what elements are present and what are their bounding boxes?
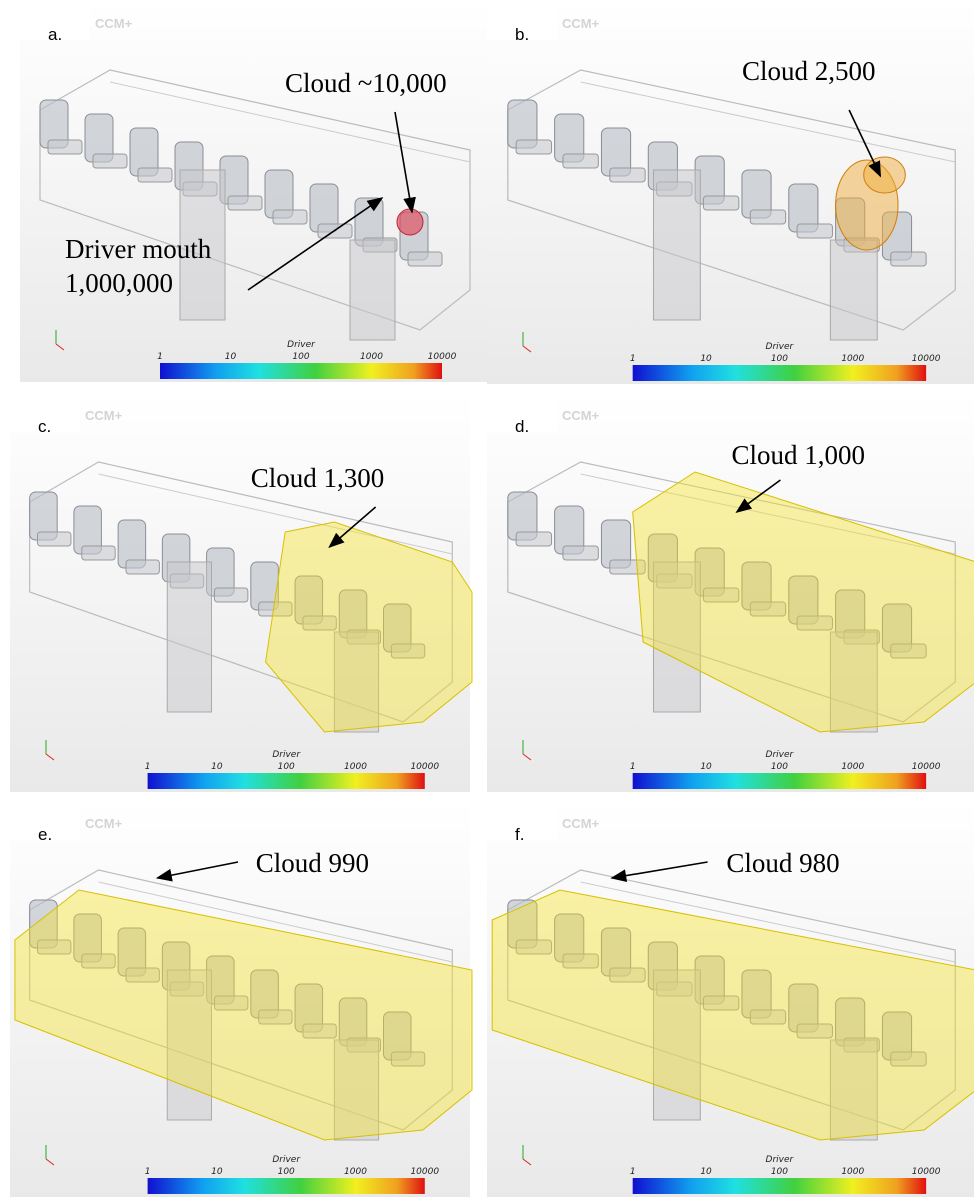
colorbar-tick-label: 1 xyxy=(157,352,163,362)
panel: e. CCM+ Cloud 990 Driver 1 10 100 1000 10000 xyxy=(10,800,472,1197)
panel: f. CCM+ Cloud 980 Driver 1 10 100 1000 10000 xyxy=(487,800,974,1197)
colorbar-tick-label: 10000 xyxy=(912,1167,941,1177)
colorbar-tick-label: 10 xyxy=(211,762,223,772)
colorbar-title: Driver xyxy=(287,340,316,350)
colorbar-tick-label: 1000 xyxy=(360,352,383,362)
partition xyxy=(350,240,395,340)
colorbar-tick-label: 100 xyxy=(771,762,788,772)
colorbar-tick-label: 100 xyxy=(771,354,788,364)
seat-base xyxy=(214,588,247,602)
annotation: Cloud 2,500 xyxy=(742,56,876,86)
colorbar-title: Driver xyxy=(766,342,795,352)
colorbar-tick-label: 10000 xyxy=(410,762,439,772)
seat-base xyxy=(563,154,598,168)
panel-label: e. xyxy=(38,825,52,844)
watermark: CCM+ xyxy=(562,16,600,31)
panel-label: a. xyxy=(48,25,62,44)
panel-label: f. xyxy=(515,825,524,844)
colorbar xyxy=(633,1178,926,1194)
annotation: 1,000,000 xyxy=(65,268,173,298)
colorbar-tick-label: 1000 xyxy=(841,1167,864,1177)
annotation: Cloud 1,300 xyxy=(251,463,385,493)
colorbar-tick-label: 10 xyxy=(211,1167,223,1177)
seat-base xyxy=(797,224,832,238)
seat-base xyxy=(703,196,738,210)
colorbar xyxy=(148,773,425,789)
seat-base xyxy=(750,210,785,224)
partition xyxy=(653,170,700,320)
colorbar-tick-label: 10000 xyxy=(410,1167,439,1177)
panel-label: b. xyxy=(515,25,529,44)
seat-base xyxy=(610,168,645,182)
annotation: Cloud 1,000 xyxy=(732,440,866,470)
colorbar-title: Driver xyxy=(272,750,301,760)
seat-base xyxy=(228,196,262,210)
annotation: Cloud 990 xyxy=(256,848,369,878)
seat-base xyxy=(138,168,172,182)
annotation: Cloud 980 xyxy=(726,848,839,878)
colorbar-tick-label: 10 xyxy=(225,352,237,362)
seat-base xyxy=(516,140,551,154)
panel: c. CCM+ Cloud 1,300 Driver 1 10 100 1000 10000 xyxy=(10,392,472,792)
watermark: CCM+ xyxy=(562,408,600,423)
colorbar-tick-label: 10 xyxy=(700,354,712,364)
colorbar xyxy=(633,365,926,381)
watermark: CCM+ xyxy=(85,408,123,423)
colorbar-tick-label: 100 xyxy=(292,352,309,362)
panel: d. CCM+ Cloud 1,000 Driver 1 10 100 1000 10000 xyxy=(487,392,974,792)
panel-label: c. xyxy=(38,417,51,436)
colorbar-tick-label: 1000 xyxy=(344,1167,367,1177)
annotation: Driver mouth xyxy=(65,234,212,264)
panel: a. CCM+ Cloud ~10,000 Driver mouth 1,000,000… xyxy=(20,0,488,382)
colorbar-tick-label: 1 xyxy=(630,354,636,364)
render-background xyxy=(20,0,488,382)
colorbar-title: Driver xyxy=(272,1155,301,1165)
cloud xyxy=(397,209,423,235)
colorbar-tick-label: 10000 xyxy=(428,352,457,362)
colorbar-tick-label: 10000 xyxy=(912,762,941,772)
colorbar-tick-label: 1000 xyxy=(841,762,864,772)
colorbar-tick-label: 1 xyxy=(630,1167,636,1177)
colorbar-tick-label: 1 xyxy=(630,762,636,772)
colorbar-tick-label: 10 xyxy=(700,1167,712,1177)
watermark: CCM+ xyxy=(95,16,133,31)
seat-base xyxy=(563,546,598,560)
seat-base xyxy=(48,140,82,154)
partition xyxy=(167,562,211,712)
seat-base xyxy=(93,154,127,168)
cloud xyxy=(864,157,906,193)
figure: a. CCM+ Cloud ~10,000 Driver mouth 1,000,000… xyxy=(0,0,974,1197)
seat-base xyxy=(126,560,159,574)
colorbar-tick-label: 1000 xyxy=(841,354,864,364)
colorbar-tick-label: 1 xyxy=(145,762,151,772)
colorbar-tick-label: 10 xyxy=(700,762,712,772)
panel: b. CCM+ Cloud 2,500 Driver 1 10 100 1000 10000 xyxy=(487,0,974,384)
panel-label: d. xyxy=(515,417,529,436)
watermark: CCM+ xyxy=(562,816,600,831)
colorbar xyxy=(633,773,926,789)
seat-base xyxy=(82,546,115,560)
colorbar-tick-label: 10000 xyxy=(912,354,941,364)
seat-base xyxy=(516,532,551,546)
seat-base xyxy=(273,210,307,224)
seat-base xyxy=(891,252,926,266)
render-background xyxy=(487,0,974,384)
colorbar xyxy=(148,1178,425,1194)
watermark: CCM+ xyxy=(85,816,123,831)
colorbar-title: Driver xyxy=(766,750,795,760)
partition xyxy=(830,240,877,340)
colorbar-title: Driver xyxy=(766,1155,795,1165)
seat-base xyxy=(408,252,442,266)
annotation: Cloud ~10,000 xyxy=(285,68,447,98)
colorbar-tick-label: 100 xyxy=(278,762,295,772)
colorbar xyxy=(160,363,442,379)
colorbar-tick-label: 1 xyxy=(145,1167,151,1177)
seat-base xyxy=(38,532,71,546)
colorbar-tick-label: 1000 xyxy=(344,762,367,772)
colorbar-tick-label: 100 xyxy=(278,1167,295,1177)
colorbar-tick-label: 100 xyxy=(771,1167,788,1177)
